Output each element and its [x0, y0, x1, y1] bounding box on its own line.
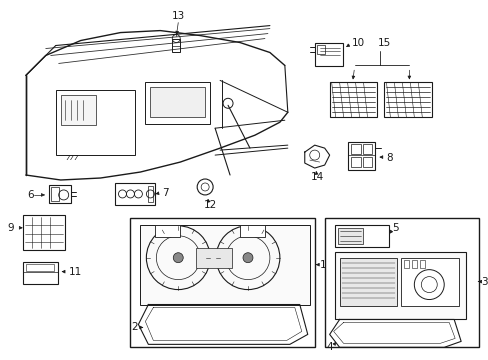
Bar — [51, 187, 59, 201]
Bar — [339, 258, 397, 306]
Text: 14: 14 — [310, 172, 324, 182]
Text: 2: 2 — [130, 323, 137, 332]
Bar — [26, 264, 54, 271]
Bar — [23, 262, 58, 284]
Text: 777: 777 — [65, 155, 79, 161]
Bar — [401, 258, 458, 306]
Bar — [404, 260, 408, 268]
Text: 5: 5 — [391, 223, 398, 233]
Text: 12: 12 — [203, 200, 216, 210]
Bar — [23, 215, 64, 250]
Circle shape — [173, 253, 183, 263]
Bar — [329, 82, 377, 117]
Bar — [334, 225, 388, 247]
Text: 8: 8 — [386, 153, 392, 163]
Bar — [61, 95, 95, 125]
Bar — [49, 185, 71, 203]
Bar — [362, 144, 372, 154]
Bar — [155, 225, 180, 237]
Text: 6: 6 — [27, 190, 34, 200]
Bar — [145, 82, 210, 124]
Bar — [362, 157, 372, 167]
Text: 7: 7 — [162, 188, 168, 198]
Bar — [314, 42, 342, 67]
Bar — [350, 157, 360, 167]
Bar — [411, 260, 416, 268]
Bar — [316, 45, 324, 54]
Bar — [324, 218, 478, 347]
Bar — [347, 142, 375, 170]
Bar — [420, 260, 425, 268]
Text: 3: 3 — [480, 276, 487, 287]
Bar — [334, 252, 465, 319]
Text: 10: 10 — [351, 37, 364, 48]
Bar — [240, 225, 264, 237]
Bar — [384, 82, 431, 117]
Bar — [130, 218, 314, 347]
Text: 11: 11 — [68, 267, 82, 276]
Bar — [196, 248, 232, 268]
Text: 13: 13 — [171, 11, 184, 21]
Circle shape — [243, 253, 252, 263]
Bar — [350, 144, 360, 154]
Bar — [337, 228, 362, 244]
Text: 1: 1 — [319, 260, 325, 270]
Text: 9: 9 — [8, 223, 14, 233]
Bar — [115, 183, 155, 205]
Bar — [172, 39, 180, 53]
Text: 4: 4 — [325, 342, 332, 352]
Bar — [56, 90, 135, 155]
Text: 15: 15 — [377, 37, 390, 48]
Bar — [148, 186, 153, 202]
Bar — [150, 87, 205, 117]
Bar — [140, 225, 309, 305]
